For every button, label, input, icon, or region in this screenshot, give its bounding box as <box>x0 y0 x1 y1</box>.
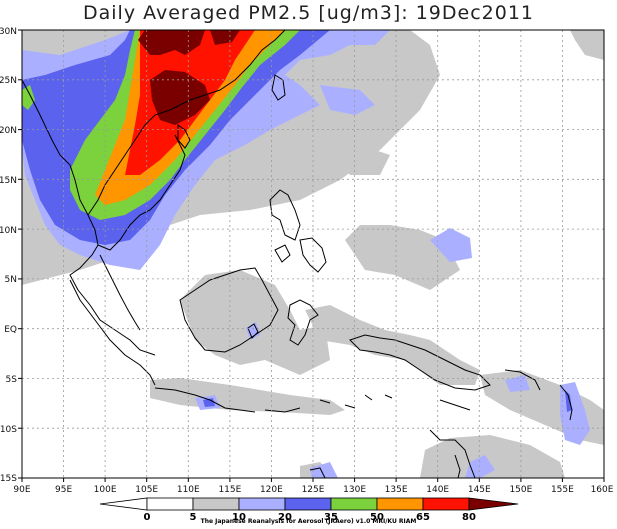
colorbar-label: 35 <box>324 512 338 523</box>
credit-line: The Japanese Reanalysis for Aerosol (JRA… <box>200 518 417 525</box>
colorbar-label: 80 <box>462 512 476 523</box>
x-tick-label: 110E <box>177 485 200 495</box>
x-tick-label: 90E <box>13 485 30 495</box>
x-tick-label: 120E <box>260 485 283 495</box>
y-tick-label: 10S <box>0 425 17 435</box>
colorbar-label: 5 <box>190 512 197 523</box>
x-tick-label: 140E <box>426 485 449 495</box>
colorbar-arrow-low <box>99 497 148 511</box>
y-tick-label: EQ <box>4 325 17 335</box>
colorbar-arrow-high <box>468 497 519 511</box>
colorbar-label: 65 <box>416 512 430 523</box>
colorbar-box <box>192 497 240 511</box>
y-tick-label: 5S <box>6 375 18 385</box>
map-title: Daily Averaged PM2.5 [ug/m3]: 19Dec2011 <box>82 2 534 24</box>
x-tick-label: 125E <box>302 485 325 495</box>
colorbar-box <box>146 497 194 511</box>
colorbar-box <box>284 497 332 511</box>
x-tick-label: 145E <box>468 485 491 495</box>
coastlines <box>22 30 573 478</box>
colorbar-box <box>376 497 424 511</box>
x-tick-label: 155E <box>551 485 574 495</box>
x-tick-label: 160E <box>591 485 614 495</box>
y-tick-label: 25N <box>0 76 17 86</box>
x-tick-label: 100E <box>94 485 117 495</box>
y-tick-label: 15S <box>0 474 17 484</box>
colorbar-box <box>422 497 470 511</box>
y-tick-label: 5N <box>5 275 17 285</box>
x-tick-label: 105E <box>135 485 158 495</box>
x-tick-labels: 90E 95E 100E 105E 110E 115E 120E 125E 13… <box>13 485 613 495</box>
colorbar-label: 0 <box>144 512 151 523</box>
y-tick-label: 20N <box>0 126 17 136</box>
graticule <box>22 30 604 478</box>
colorbar-label: 50 <box>370 512 384 523</box>
colorbar-box <box>330 497 378 511</box>
x-tick-label: 130E <box>343 485 366 495</box>
y-tick-label: 30N <box>0 27 17 37</box>
y-tick-labels: 30N 25N 20N 15N 10N 5N EQ 5S 10S 15S <box>0 27 17 484</box>
colorbar-label: 10 <box>232 512 246 523</box>
y-tick-label: 10N <box>0 226 17 236</box>
tick-marks <box>18 29 605 482</box>
x-tick-label: 95E <box>55 485 72 495</box>
colorbar-label: 20 <box>278 512 292 523</box>
colorbar: 0 5 10 20 35 50 65 80 <box>99 497 519 523</box>
x-tick-label: 150E <box>509 485 532 495</box>
colorbar-box <box>238 497 286 511</box>
y-tick-label: 15N <box>0 176 17 186</box>
x-tick-label: 115E <box>218 485 241 495</box>
x-tick-label: 135E <box>385 485 408 495</box>
